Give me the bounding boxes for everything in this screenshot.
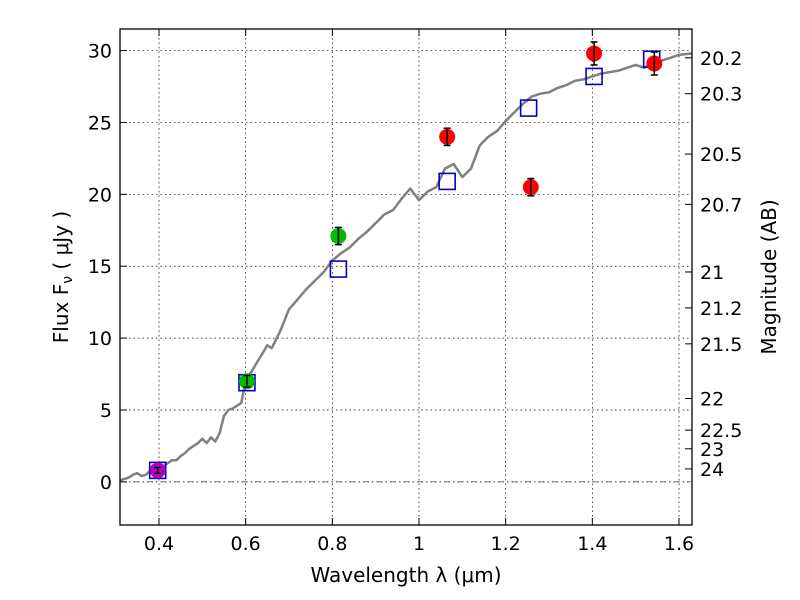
series-layer	[119, 41, 693, 482]
mag-tick-label-22.5: 22.5	[700, 420, 742, 442]
y-axis-title: Flux Fν ( μJy )	[49, 211, 76, 343]
x-tick-label-0.4: 0.4	[144, 533, 174, 555]
series-near-ir	[439, 41, 663, 197]
near-ir-errorbar-3	[650, 51, 658, 76]
spectrum-line	[119, 52, 693, 482]
x-tick-label-1.6: 1.6	[664, 533, 694, 555]
series-model-spectrum	[119, 52, 693, 482]
mag-tick-label-23: 23	[700, 439, 724, 461]
x-tick-label-1.2: 1.2	[491, 533, 521, 555]
mag-tick-label-21.2: 21.2	[700, 298, 742, 320]
y-tick-label-25: 25	[88, 112, 112, 134]
mag-tick-label-22: 22	[700, 388, 724, 410]
y-tick-label-30: 30	[88, 41, 112, 63]
y-tick-label-20: 20	[88, 184, 112, 206]
u-band-errorbar-0	[154, 466, 162, 474]
mag-tick-label-20.7: 20.7	[700, 194, 742, 216]
series-u-band	[149, 462, 166, 479]
optical-errorbar-1	[334, 226, 342, 246]
x-axis-title: Wavelength λ (μm)	[310, 563, 501, 587]
mag-tick-label-24: 24	[700, 459, 724, 481]
mag-tick-label-21: 21	[700, 262, 724, 284]
y-tick-label-10: 10	[88, 328, 112, 350]
near-ir-errorbar-1	[527, 177, 535, 197]
grid	[120, 29, 692, 525]
y-axis-right-title: Magnitude (AB)	[757, 199, 781, 354]
x-tick-label-0.6: 0.6	[231, 533, 261, 555]
model-point-5	[585, 67, 603, 86]
near-ir-errorbar-2	[590, 41, 598, 66]
model-point-2	[329, 260, 348, 278]
series-optical	[238, 226, 347, 390]
mag-tick-label-20.2: 20.2	[700, 48, 742, 70]
mag-tick-label-20.3: 20.3	[700, 84, 742, 106]
x-tick-label-0.8: 0.8	[317, 533, 347, 555]
optical-errorbar-0	[243, 374, 251, 388]
model-point-3	[438, 172, 456, 191]
y-tick-label-0: 0	[100, 472, 112, 494]
mag-tick-label-20.5: 20.5	[700, 144, 742, 166]
x-tick-label-1: 1	[413, 533, 425, 555]
y-tick-label-15: 15	[88, 256, 112, 278]
x-tick-label-1.4: 1.4	[577, 533, 607, 555]
y-tick-label-5: 5	[100, 400, 112, 422]
axis-ticks: 0.4 0.6 0.8 1 1.2 1.4 1.6 0 5 10 15 20 25 30 20.2 20.3 2…	[88, 29, 742, 555]
series-model-photometry	[148, 50, 661, 480]
plot-frame	[119, 28, 693, 526]
model-point-4	[519, 99, 538, 117]
mag-tick-label-21.5: 21.5	[700, 334, 742, 356]
near-ir-errorbar-0	[443, 127, 451, 147]
